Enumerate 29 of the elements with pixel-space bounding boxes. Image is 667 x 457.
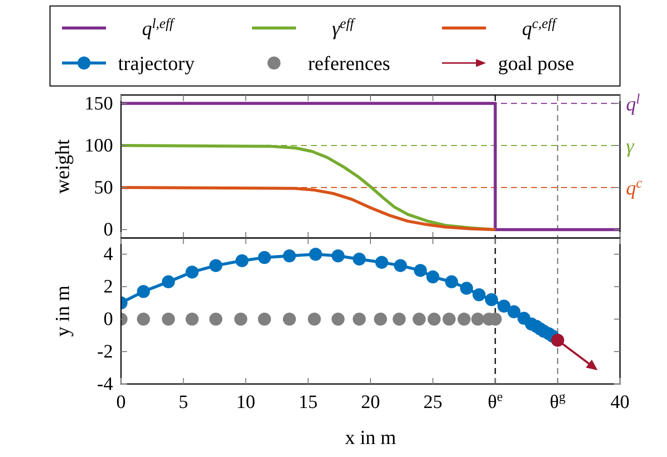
y-tick-label: 50 [94,178,113,199]
y-tick-label: 0 [104,309,113,330]
legend-label: references [308,53,390,75]
y-axis-title: y in m [52,285,74,337]
x-tick-label: θ$^{e}$ [488,388,503,413]
x-tick-label: 10 [236,392,256,413]
x-tick-label: 25 [423,392,442,413]
x-tick-label: θ$^{g}$ [550,388,566,413]
legend-label: q$^{l,eff}$ [142,16,176,40]
y-axis-title: weight [52,138,74,194]
y-tick-label: -4 [97,374,114,395]
ref-line-label: γ [626,135,635,158]
legend-label: goal pose [498,53,574,75]
legend-label: trajectory [118,53,195,75]
legend-label: q$^{c,eff}$ [522,16,558,40]
ref-line-label: q$^{l}$ [626,92,640,116]
x-axis-title: x in m [344,427,396,449]
ref-line-label: q$^{c}$ [626,176,643,200]
y-tick-label: 4 [104,244,114,266]
x-tick-label: 5 [178,392,188,413]
x-tick-label: 15 [298,392,318,413]
y-tick-label: 2 [104,276,113,298]
y-tick-label: -2 [97,342,113,363]
legend-label: γ$^{eff}$ [332,16,356,40]
y-tick-label: 150 [84,93,113,114]
y-tick-label: 100 [84,135,113,156]
y-tick-label: 0 [104,220,113,241]
x-tick-label: 40 [610,392,630,413]
x-tick-label: 20 [361,392,380,413]
